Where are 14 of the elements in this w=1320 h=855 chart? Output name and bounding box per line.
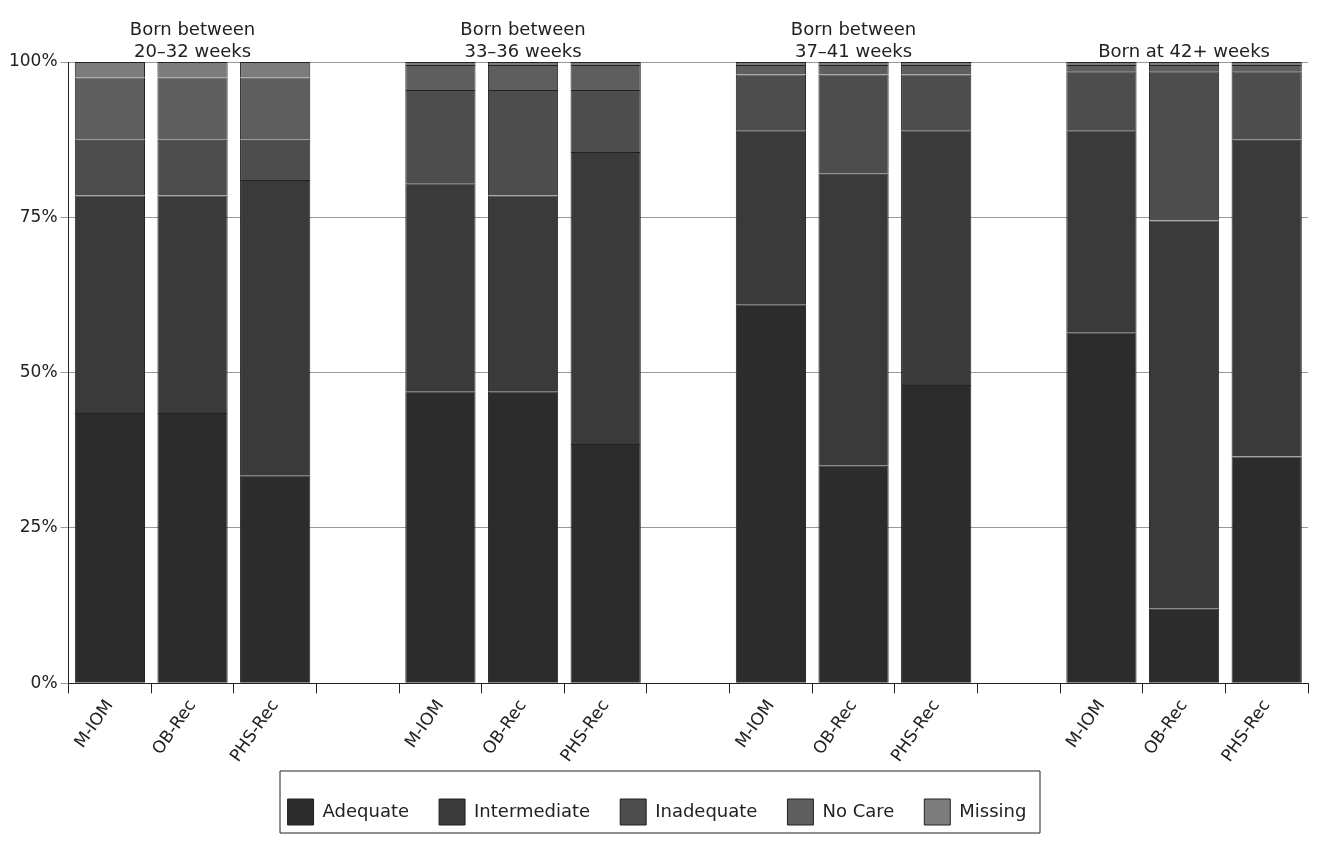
legend-label: Missing [959,799,1027,821]
text: Born at 42+ weeks [1098,39,1270,61]
legend-label: No Care [822,799,895,821]
legend-label: Inadequate [655,799,758,821]
text: Born between 37–41 weeks [790,17,917,61]
y-tick-label: 0% [30,671,58,692]
legend-label: Adequate [322,799,410,821]
y-tick-label: 50% [19,361,58,382]
legend-label: Intermediate [474,799,591,821]
y-tick-label: 25% [19,516,58,537]
y-tick-label: 100% [8,50,58,71]
text: Born between 20–32 weeks [129,17,256,61]
y-tick-label: 75% [19,205,58,226]
text: Born between 33–36 weeks [460,17,586,61]
